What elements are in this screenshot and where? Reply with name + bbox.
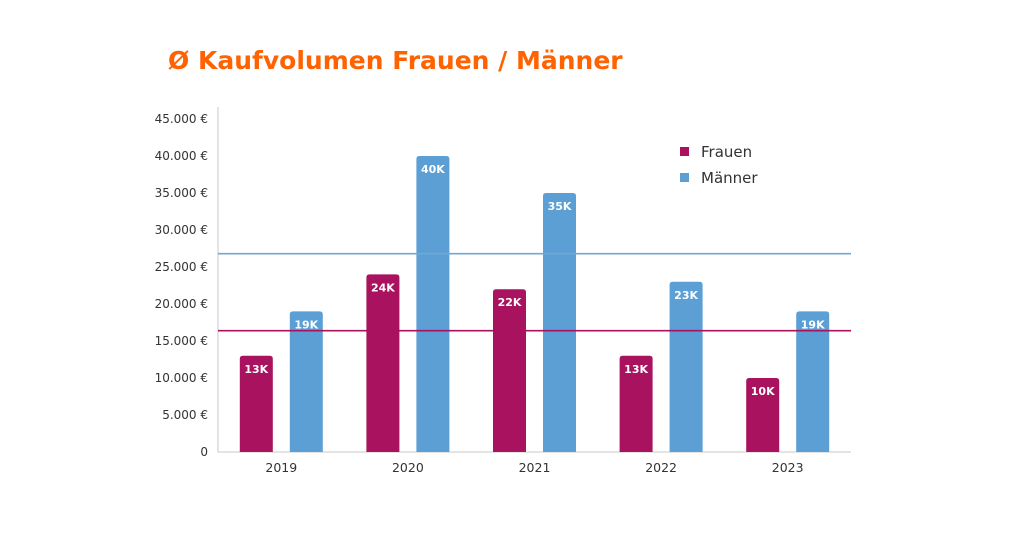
legend-swatch-männer bbox=[680, 173, 689, 182]
legend-label-frauen: Frauen bbox=[701, 143, 752, 161]
y-tick-label: 40.000 € bbox=[155, 149, 208, 163]
data-label: 23K bbox=[674, 289, 698, 302]
x-tick-label: 2023 bbox=[772, 460, 804, 475]
bar-männer-2021 bbox=[543, 193, 576, 452]
data-label: 13K bbox=[624, 363, 648, 376]
legend-label-männer: Männer bbox=[701, 169, 758, 187]
y-tick-label: 30.000 € bbox=[155, 223, 208, 237]
y-tick-label: 0 bbox=[200, 445, 208, 459]
data-label: 19K bbox=[801, 318, 825, 331]
data-label: 10K bbox=[751, 385, 775, 398]
y-tick-label: 25.000 € bbox=[155, 260, 208, 274]
axes: 0 5.000 € 10.000 € 15.000 € 20.000 € 25.000 €… bbox=[155, 107, 851, 475]
bar-frauen-2022 bbox=[619, 355, 653, 452]
data-labels: 13K 19K 24K 40K 22K 35K 13K 23K 10K 19K bbox=[244, 163, 825, 398]
y-tick-label: 35.000 € bbox=[155, 186, 208, 200]
bar-männer-2019 bbox=[289, 311, 323, 452]
bar-frauen-2023 bbox=[746, 378, 780, 452]
data-label: 19K bbox=[294, 318, 318, 331]
bar-frauen-2021 bbox=[493, 289, 526, 452]
x-tick-label: 2022 bbox=[645, 460, 677, 475]
y-tick-label: 15.000 € bbox=[155, 334, 208, 348]
bar-männer-2020 bbox=[416, 156, 450, 452]
bar-männer-2023 bbox=[796, 311, 830, 452]
data-label: 13K bbox=[244, 363, 268, 376]
chart-title: Ø Kaufvolumen Frauen / Männer bbox=[168, 46, 623, 75]
data-label: 35K bbox=[548, 200, 572, 213]
y-tick-label: 5.000 € bbox=[162, 408, 208, 422]
legend: Frauen Männer bbox=[680, 143, 758, 187]
bar-männer-2022 bbox=[669, 281, 703, 452]
data-label: 24K bbox=[371, 281, 395, 294]
y-tick-label: 45.000 € bbox=[155, 112, 208, 126]
reference-lines bbox=[218, 252, 851, 332]
y-tick-label: 20.000 € bbox=[155, 297, 208, 311]
bar-frauen-2019 bbox=[239, 355, 273, 452]
x-tick-label: 2020 bbox=[392, 460, 424, 475]
bar-frauen-2020 bbox=[366, 274, 400, 452]
x-tick-label: 2021 bbox=[519, 460, 551, 475]
x-tick-label: 2019 bbox=[265, 460, 297, 475]
legend-swatch-frauen bbox=[680, 147, 689, 156]
y-tick-label: 10.000 € bbox=[155, 371, 208, 385]
data-label: 22K bbox=[498, 296, 522, 309]
data-label: 40K bbox=[421, 163, 445, 176]
bars bbox=[239, 156, 830, 452]
